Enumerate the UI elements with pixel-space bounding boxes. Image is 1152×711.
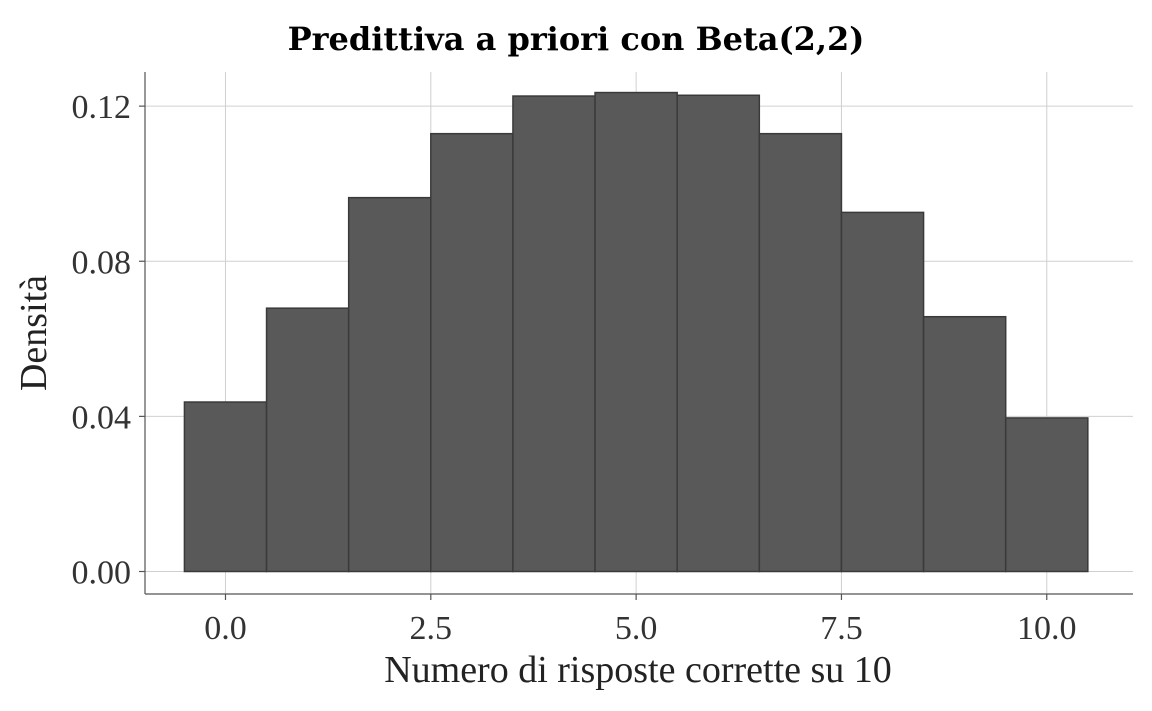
- x-tick-label: 2.5: [410, 610, 453, 647]
- y-axis-label: Densità: [13, 275, 55, 391]
- bar-4: [512, 95, 596, 573]
- bar-7: [758, 132, 843, 573]
- x-tick-label: 10.0: [1017, 610, 1077, 647]
- bar-1: [265, 307, 350, 573]
- axes: [139, 72, 1133, 600]
- bar-9: [922, 315, 1007, 573]
- x-tick-labels: 0.0 2.5 5.0 7.5 10.0: [204, 610, 1076, 647]
- y-tick-labels: 0.00 0.04 0.08 0.12: [72, 89, 132, 591]
- bar-10: [1004, 417, 1089, 573]
- x-tick-label: 5.0: [615, 610, 658, 647]
- x-tick-label: 0.0: [204, 610, 247, 647]
- y-tick-label: 0.12: [72, 89, 132, 126]
- bar-0: [183, 401, 268, 573]
- x-axis-label: Numero di risposte corrette su 10: [384, 649, 892, 691]
- chart-title: Predittiva a priori con Beta(2,2): [288, 20, 865, 58]
- y-tick-label: 0.04: [72, 399, 132, 436]
- y-tick-label: 0.00: [72, 555, 132, 592]
- bar-3: [430, 132, 514, 573]
- bars: [183, 91, 1089, 573]
- bar-8: [840, 211, 925, 573]
- bar-2: [347, 196, 432, 573]
- bar-6: [676, 94, 761, 573]
- x-tick-label: 7.5: [820, 610, 863, 647]
- bar-5: [594, 91, 678, 573]
- y-tick-label: 0.08: [72, 244, 132, 281]
